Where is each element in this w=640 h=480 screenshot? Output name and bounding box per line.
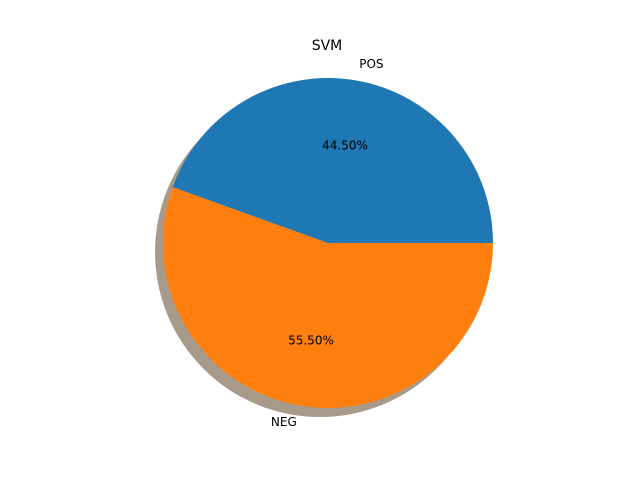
pie-label-neg: NEG <box>271 415 297 429</box>
chart-title: SVM <box>312 38 343 54</box>
pie-label-pos: POS <box>359 57 383 71</box>
pie-label-layer: POS 44.50% NEG 55.50% <box>271 57 384 429</box>
pie-slice-layer <box>163 77 493 408</box>
pie-slice-pos <box>172 77 493 243</box>
pie-slice-neg <box>163 187 493 408</box>
pie-pct-label-pos: 44.50% <box>322 138 368 152</box>
pie-pct-label-neg: 55.50% <box>288 334 334 348</box>
